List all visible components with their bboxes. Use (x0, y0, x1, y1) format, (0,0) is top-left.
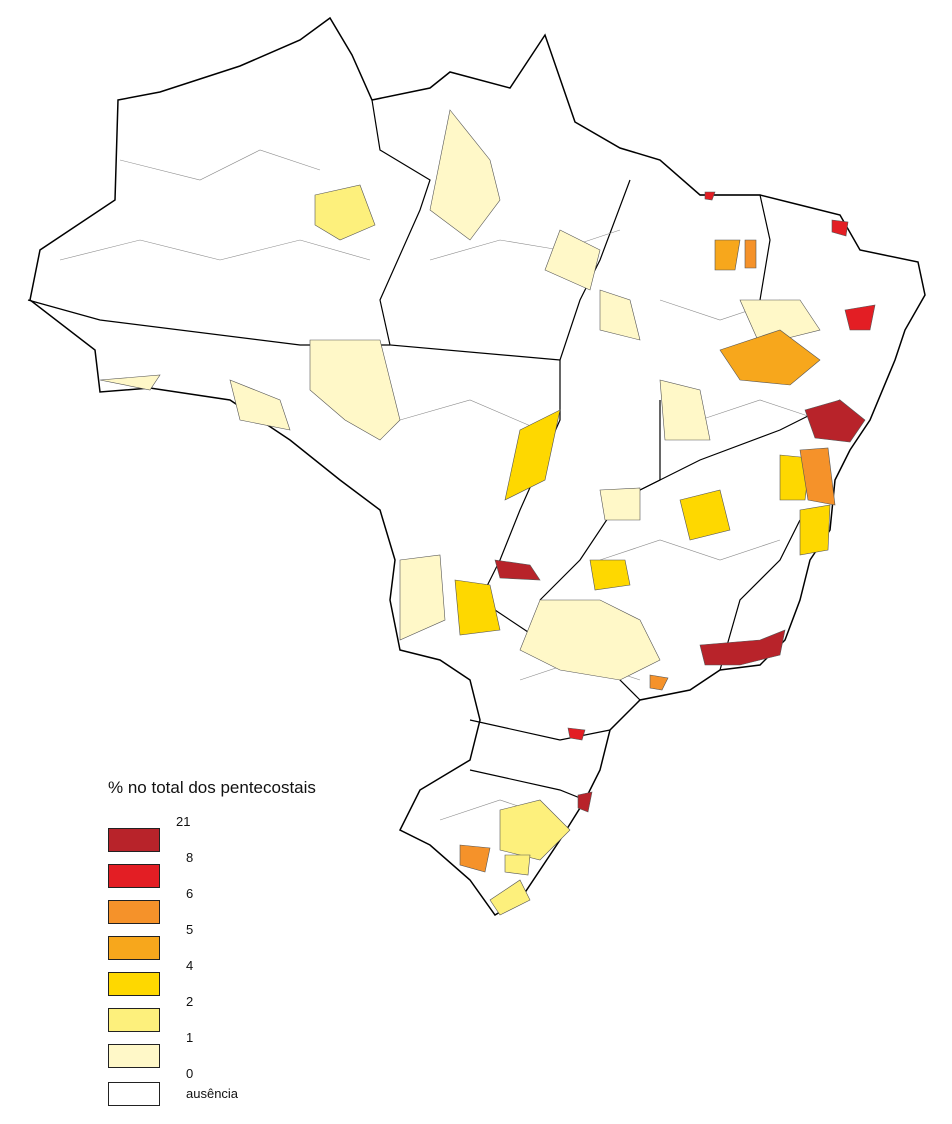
legend-break-label: 6 (186, 886, 194, 901)
region-pale-yellow (499, 799, 571, 861)
legend-break-label: 2 (186, 994, 194, 1009)
legend-swatch (108, 828, 160, 852)
region-pale-yellow (314, 184, 376, 241)
legend-break-label: 21 (176, 814, 191, 829)
region-orange (744, 239, 757, 269)
legend-break-label: 1 (186, 1030, 194, 1045)
region-gold (504, 409, 561, 501)
region-dark-red (699, 629, 786, 666)
region-gold (454, 579, 501, 636)
region-red (831, 219, 849, 237)
legend-swatch-absence (108, 1082, 160, 1106)
region-dark-red (577, 791, 593, 813)
region-pale-yellow (504, 854, 531, 876)
legend-break-label: 8 (186, 850, 194, 865)
region-orange (459, 844, 491, 873)
legend-break-label: 5 (186, 922, 194, 937)
legend-swatch (108, 864, 160, 888)
region-pale-yellow (659, 379, 711, 441)
region-pale-yellow (519, 599, 661, 681)
brazil-outline (29, 16, 926, 916)
region-pale-yellow (489, 879, 531, 916)
region-light-orange (714, 239, 741, 271)
region-pale-yellow (739, 299, 821, 346)
region-dark-red (494, 559, 541, 581)
region-pale-yellow (429, 109, 501, 241)
legend-swatch (108, 936, 160, 960)
region-red (704, 191, 716, 201)
region-pale-yellow (399, 554, 446, 641)
region-light-orange (719, 329, 821, 386)
region-pale-yellow (309, 339, 401, 441)
region-red (567, 727, 586, 741)
legend-title: % no total dos pentecostais (108, 778, 316, 797)
legend-absence-label: ausência (186, 1086, 239, 1101)
region-orange (799, 447, 836, 506)
region-gold (589, 559, 631, 591)
legend-swatch (108, 900, 160, 924)
region-pale-yellow (599, 487, 641, 521)
region-pale-yellow (229, 379, 291, 431)
legend-swatch (108, 972, 160, 996)
legend-swatch (108, 1044, 160, 1068)
region-pale-yellow (544, 229, 601, 291)
region-gold (679, 489, 731, 541)
legend-break-label: 0 (186, 1066, 194, 1081)
region-pale-yellow (99, 374, 161, 391)
region-orange (649, 674, 669, 691)
region-pale-yellow (599, 289, 641, 341)
legend-break-label: 4 (186, 958, 194, 973)
legend-swatch (108, 1008, 160, 1032)
region-dark-red (804, 399, 866, 443)
state-borders (27, 99, 841, 801)
region-red (844, 304, 876, 331)
region-gold (799, 504, 831, 556)
